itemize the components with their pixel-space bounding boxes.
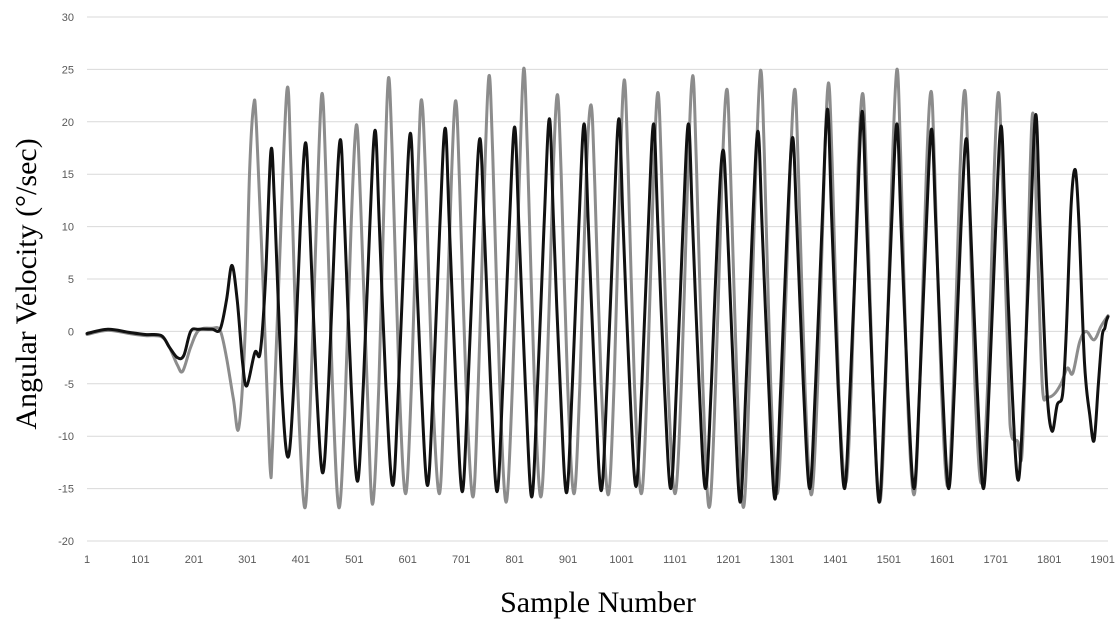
y-axis-title: Angular Velocity (°/sec) <box>10 138 43 429</box>
y-tick-label: 25 <box>62 64 74 76</box>
x-tick-label: 1801 <box>1037 554 1061 566</box>
x-tick-label: 801 <box>505 554 523 566</box>
x-tick-label: 1401 <box>823 554 847 566</box>
x-tick-label: 1101 <box>663 554 687 566</box>
x-tick-label: 901 <box>559 554 577 566</box>
y-axis-ticks: 30 25 20 15 10 5 0 -5 -10 -15 -20 <box>58 12 74 548</box>
x-tick-label: 1301 <box>770 554 794 566</box>
x-tick-label: 301 <box>238 554 256 566</box>
x-tick-label: 401 <box>292 554 310 566</box>
y-tick-label: -20 <box>58 536 74 548</box>
x-axis-ticks: 1 101 201 301 401 501 601 701 801 901 1001 1101 1201… <box>84 554 1115 566</box>
x-tick-label: 501 <box>345 554 363 566</box>
x-tick-label: 701 <box>452 554 470 566</box>
y-tick-label: -15 <box>58 484 74 496</box>
y-tick-label: -5 <box>64 379 74 391</box>
y-tick-label: 15 <box>62 169 74 181</box>
x-tick-label: 601 <box>399 554 417 566</box>
y-tick-label: 10 <box>62 222 74 234</box>
series-layer <box>85 66 1110 510</box>
x-tick-label: 1701 <box>984 554 1008 566</box>
y-tick-label: 0 <box>68 326 74 338</box>
y-tick-label: 30 <box>62 12 74 24</box>
x-tick-label: 1 <box>84 554 90 566</box>
x-tick-label: 201 <box>185 554 203 566</box>
x-tick-label: 101 <box>131 554 149 566</box>
x-tick-label: 1001 <box>609 554 633 566</box>
y-tick-label: 5 <box>68 274 74 286</box>
series-2-line <box>85 107 1110 504</box>
y-tick-label: 20 <box>62 117 74 129</box>
x-tick-label: 1201 <box>716 554 740 566</box>
y-tick-label: -10 <box>58 431 74 443</box>
x-tick-label: 1601 <box>930 554 954 566</box>
x-tick-label: 1901 <box>1090 554 1114 566</box>
x-tick-label: 1501 <box>877 554 901 566</box>
x-axis-title: Sample Number <box>500 586 696 619</box>
